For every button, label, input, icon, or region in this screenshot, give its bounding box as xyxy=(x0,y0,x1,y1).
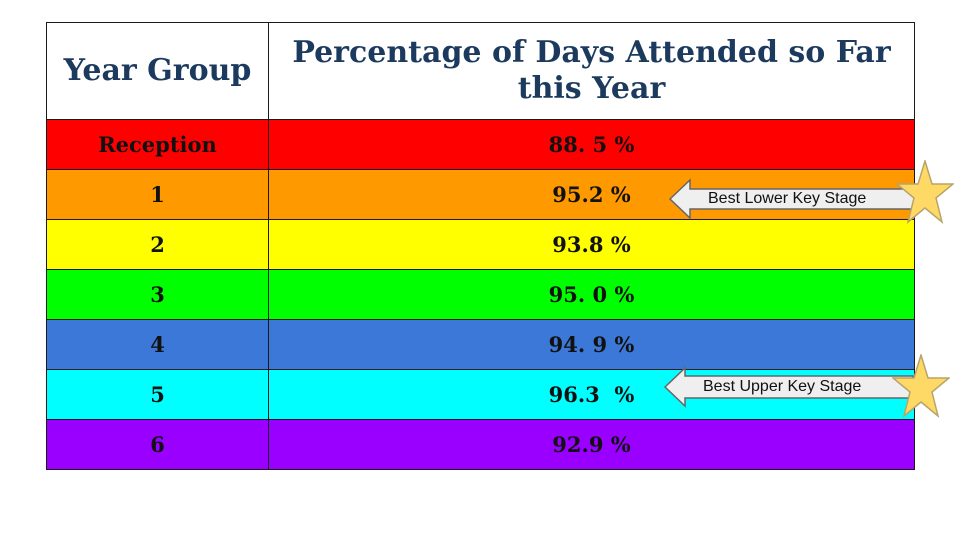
percentage-cell: 88. 5 % xyxy=(268,119,915,170)
star-icon xyxy=(892,354,950,418)
year-cell: 3 xyxy=(46,269,269,320)
year-cell: 5 xyxy=(46,369,269,420)
star-icon xyxy=(896,160,954,224)
year-cell: 1 xyxy=(46,169,269,220)
year-cell: 4 xyxy=(46,319,269,370)
callout-label: Best Upper Key Stage xyxy=(703,378,862,395)
table-row-year-4: 4 94. 9 % xyxy=(46,319,915,370)
year-group-header: Year Group xyxy=(46,22,269,120)
year-cell: Reception xyxy=(46,119,269,170)
table-row-reception: Reception 88. 5 % xyxy=(46,119,915,170)
best-lower-key-stage-callout: Best Lower Key Stage xyxy=(668,178,920,220)
percentage-cell: 94. 9 % xyxy=(268,319,915,370)
callout-label: Best Lower Key Stage xyxy=(708,190,867,207)
year-cell: 2 xyxy=(46,219,269,270)
attendance-table: Year Group Percentage of Days Attended s… xyxy=(46,22,915,470)
percentage-header: Percentage of Days Attended so Far this … xyxy=(268,22,915,120)
table-row-year-6: 6 92.9 % xyxy=(46,419,915,470)
percentage-cell: 92.9 % xyxy=(268,419,915,470)
table-row-year-3: 3 95. 0 % xyxy=(46,269,915,320)
year-cell: 6 xyxy=(46,419,269,470)
percentage-cell: 95. 0 % xyxy=(268,269,915,320)
table-row-year-2: 2 93.8 % xyxy=(46,219,915,270)
percentage-cell: 93.8 % xyxy=(268,219,915,270)
header-row: Year Group Percentage of Days Attended s… xyxy=(46,22,915,120)
best-upper-key-stage-callout: Best Upper Key Stage xyxy=(663,366,915,408)
